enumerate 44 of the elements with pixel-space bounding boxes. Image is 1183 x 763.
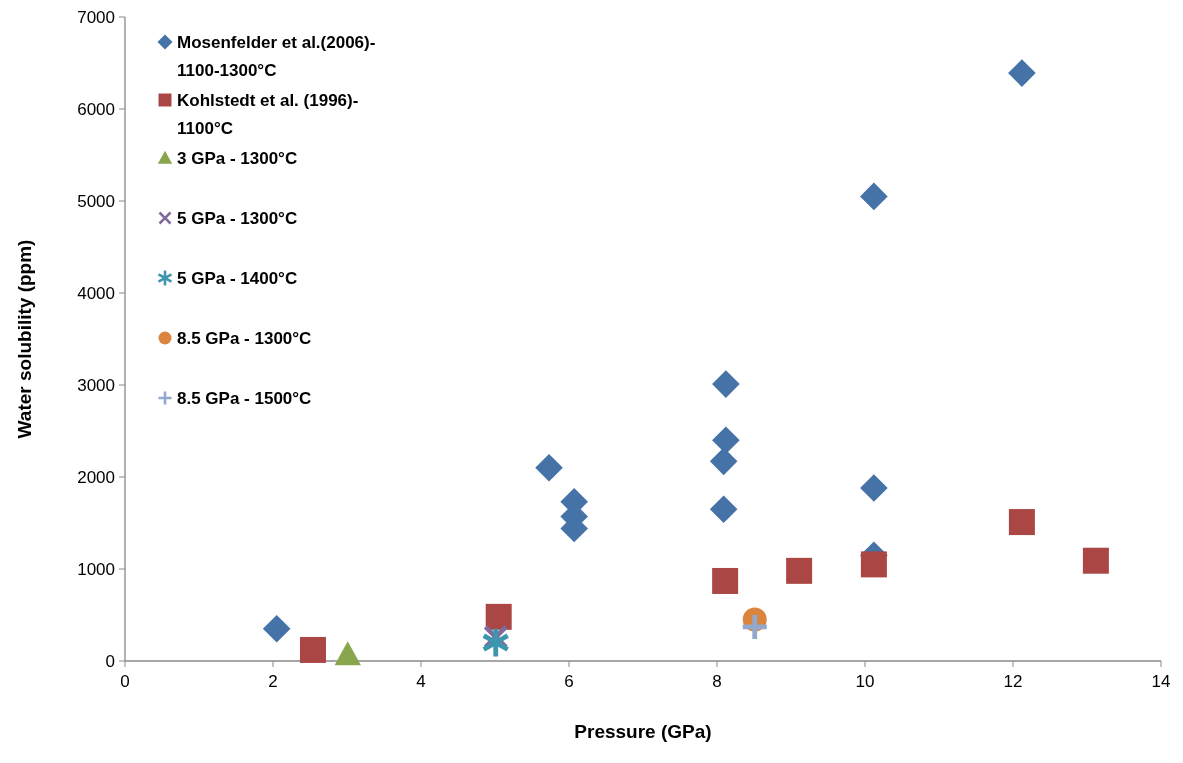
y-tick-label: 0	[105, 651, 115, 671]
point	[860, 474, 888, 502]
point	[262, 615, 291, 643]
legend-label: 8.5 GPa - 1500°C	[177, 388, 312, 408]
point	[334, 641, 361, 666]
point	[712, 567, 739, 594]
x-tick-label: 4	[416, 672, 426, 691]
x-tick-label: 8	[712, 672, 722, 691]
point	[712, 370, 740, 398]
y-tick-label: 6000	[77, 99, 115, 119]
point	[712, 426, 740, 454]
x-tick-label: 2	[268, 672, 278, 691]
x-tick-label: 14	[1151, 672, 1171, 691]
point	[709, 447, 738, 476]
point	[535, 454, 563, 482]
y-axis-title: Water solubility (ppm)	[14, 239, 35, 439]
y-tick-label: 7000	[77, 7, 115, 27]
point	[1008, 59, 1036, 87]
point	[299, 636, 326, 663]
point	[860, 551, 887, 578]
point	[709, 495, 738, 523]
y-tick-label: 3000	[77, 375, 115, 395]
legend-label: 8.5 GPa - 1300°C	[177, 328, 312, 348]
y-tick-label: 1000	[77, 559, 115, 579]
x-axis-title: Pressure (GPa)	[574, 721, 712, 742]
legend-label: Mosenfelder et al.(2006)- 1100-1300°C	[177, 32, 376, 80]
legend-label: 5 GPa - 1400°C	[177, 268, 298, 288]
legend-label: Kohlstedt et al. (1996)- 1100°C	[177, 90, 359, 138]
point	[1008, 509, 1035, 536]
point	[860, 182, 888, 211]
y-tick-label: 2000	[77, 467, 115, 487]
point	[742, 614, 767, 639]
point	[1082, 547, 1109, 574]
point	[482, 628, 509, 657]
x-tick-label: 0	[120, 672, 130, 691]
y-tick-label: 5000	[77, 191, 115, 211]
x-tick-label: 10	[855, 672, 875, 691]
x-tick-label: 6	[564, 672, 574, 691]
point	[485, 603, 512, 630]
point	[786, 557, 813, 584]
legend-label: 5 GPa - 1300°C	[177, 208, 298, 228]
y-tick-label: 4000	[77, 283, 115, 303]
legend-label: 3 GPa - 1300°C	[177, 148, 298, 168]
x-tick-label: 12	[1003, 672, 1023, 691]
